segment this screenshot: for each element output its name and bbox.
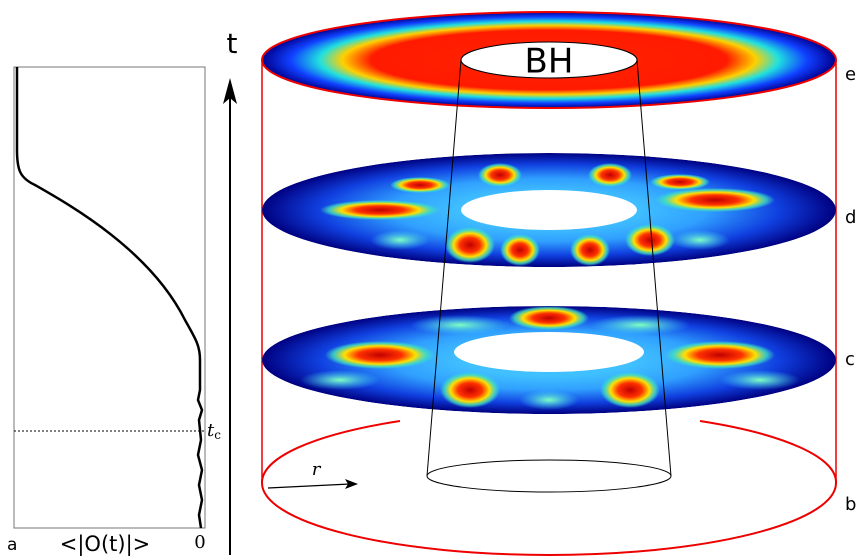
cone-side (636, 59, 672, 477)
cylinder-base (260, 420, 838, 484)
time-label: t (227, 27, 238, 60)
black-hole-label: BH (525, 42, 574, 82)
cone-base (426, 459, 672, 493)
panel-label: b (845, 494, 856, 515)
hole (454, 332, 644, 372)
cone-side (426, 59, 462, 477)
arrow-head (223, 78, 237, 104)
panel-label: e (845, 64, 856, 85)
zero-label: 0 (194, 532, 205, 553)
cylinder-base (261, 482, 837, 556)
radius-arrow (267, 483, 351, 489)
critical-time-label: tc (207, 420, 221, 442)
arrow-head (345, 479, 358, 489)
plot-frame (13, 66, 206, 529)
radius-label: r (312, 459, 322, 480)
panel-label: c (845, 349, 855, 370)
panel-label: a (7, 535, 17, 555)
panel-label: d (845, 207, 856, 228)
order-parameter-curve (15, 67, 204, 529)
hole (461, 42, 637, 78)
disk-d (262, 153, 836, 267)
order-parameter-label: <|O(t)|> (60, 532, 151, 557)
hole (461, 190, 637, 230)
